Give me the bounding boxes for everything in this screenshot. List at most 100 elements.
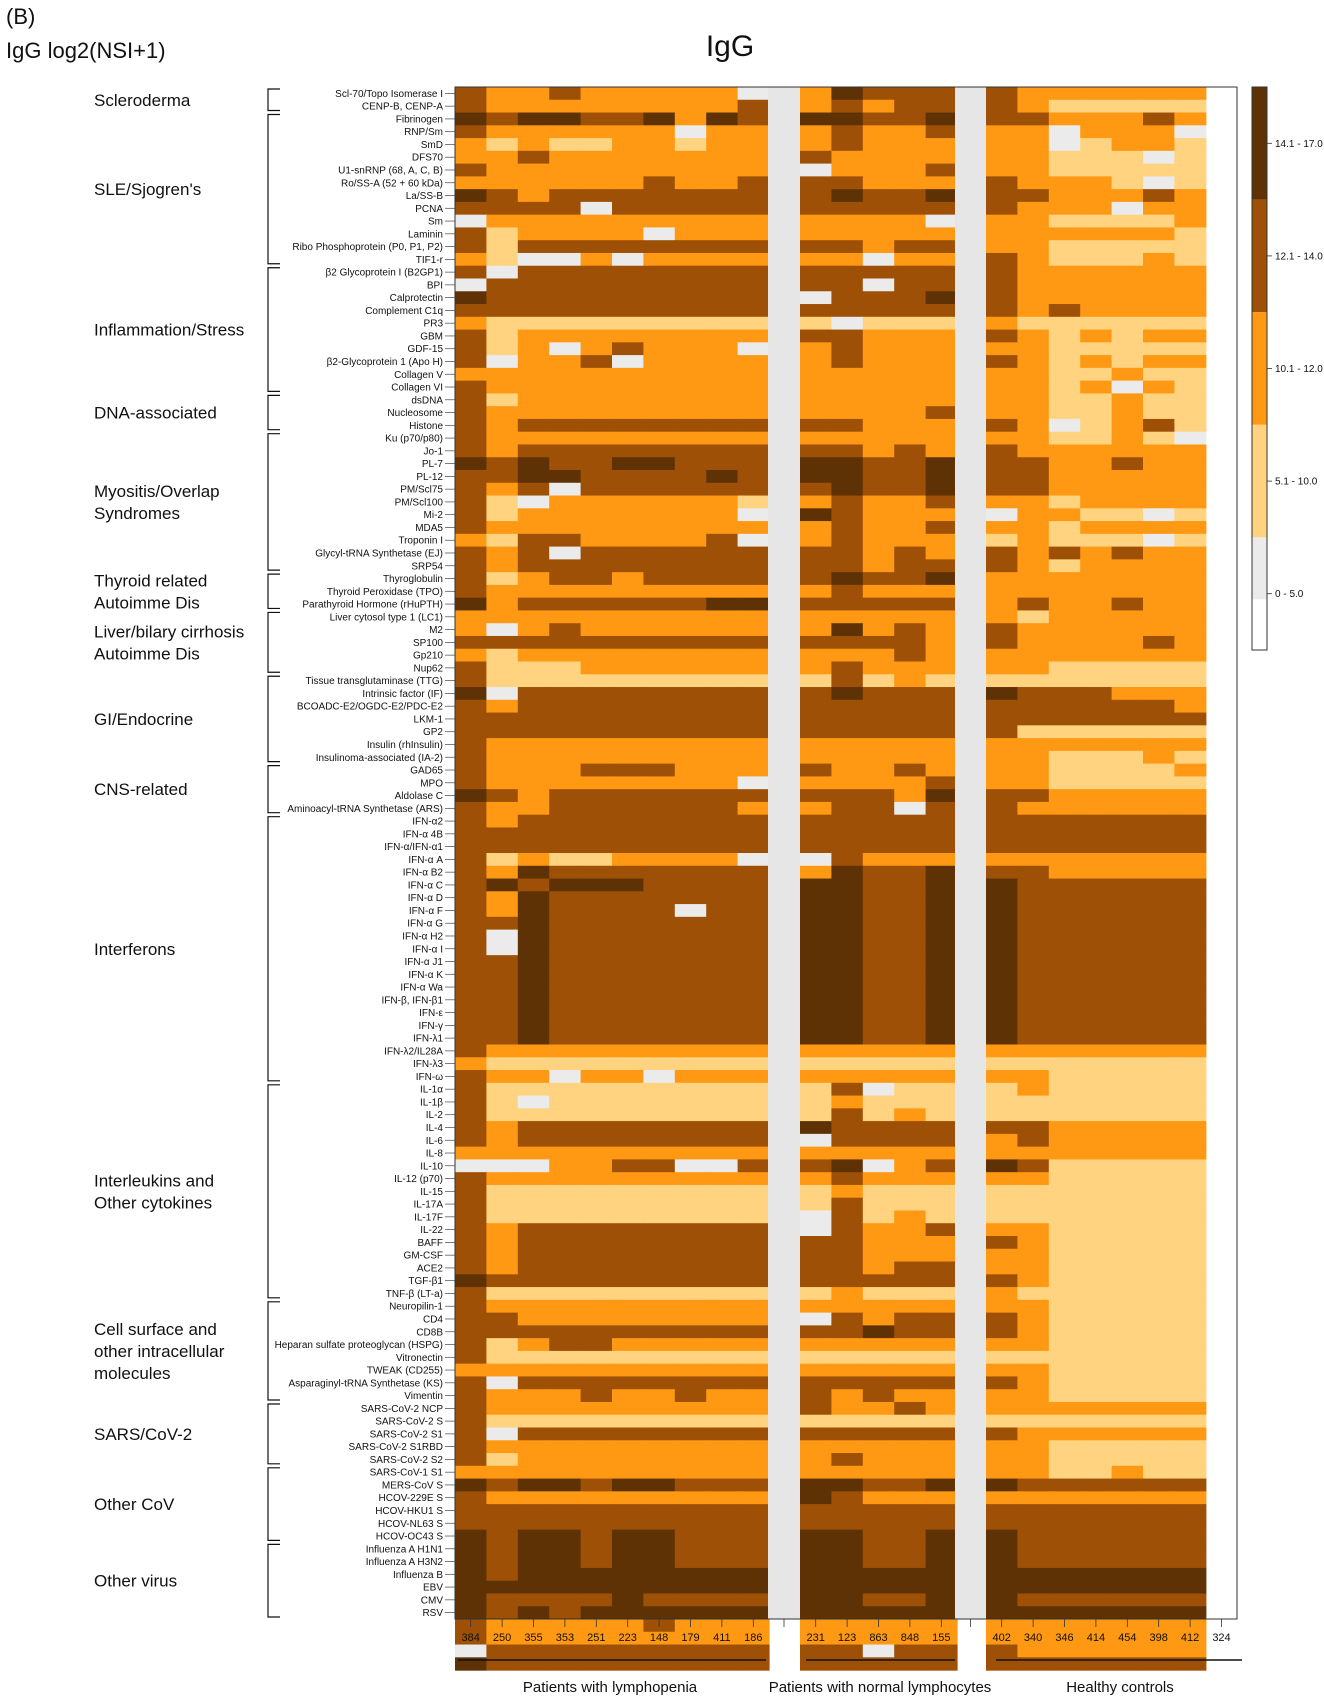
heatmap-cell xyxy=(925,1644,958,1658)
heatmap-cell xyxy=(455,699,487,714)
heatmap-cell xyxy=(894,1606,927,1620)
heatmap-cell xyxy=(1143,1223,1175,1237)
heatmap-cell xyxy=(862,470,895,484)
row-label: SARS-CoV-2 S xyxy=(375,1417,443,1428)
heatmap-cell xyxy=(1048,738,1081,752)
heatmap-cell xyxy=(1174,763,1207,777)
heatmap-cell xyxy=(737,201,770,216)
heatmap-cell xyxy=(894,342,927,356)
heatmap-cell xyxy=(862,1197,895,1212)
heatmap-cell xyxy=(831,674,864,688)
heatmap-cell xyxy=(925,1197,958,1212)
heatmap-cell xyxy=(894,878,927,892)
heatmap-cell xyxy=(486,1363,519,1378)
heatmap-cell xyxy=(612,1057,644,1071)
heatmap-cell xyxy=(706,955,739,969)
heatmap-cell xyxy=(862,1414,895,1429)
heatmap-cell xyxy=(643,699,676,714)
heatmap-cell xyxy=(1048,1414,1081,1429)
heatmap-cell xyxy=(612,1236,644,1250)
heatmap-cell xyxy=(1111,1644,1144,1658)
heatmap-cell xyxy=(549,980,582,995)
heatmap-cell xyxy=(549,904,582,918)
heatmap-cell xyxy=(1080,355,1113,369)
heatmap-cell xyxy=(486,87,519,101)
heatmap-cell xyxy=(706,1606,739,1620)
heatmap-cell xyxy=(894,1057,927,1071)
heatmap-cell xyxy=(643,252,676,267)
row-label: Sm xyxy=(428,217,443,228)
heatmap-cell xyxy=(1080,1312,1113,1326)
heatmap-cell xyxy=(1111,521,1144,535)
heatmap-cell xyxy=(862,1312,895,1326)
legend-label: 5.1 - 10.0 xyxy=(1275,477,1318,488)
heatmap-cell xyxy=(674,763,707,777)
heatmap-cell xyxy=(643,687,676,701)
row-label: Liver cytosol type 1 (LC1) xyxy=(330,612,443,623)
heatmap-cell xyxy=(894,789,927,803)
heatmap-cell xyxy=(1143,482,1175,497)
heatmap-cell xyxy=(1143,623,1175,637)
heatmap-cell xyxy=(1174,214,1207,229)
heatmap-cell xyxy=(894,278,927,292)
heatmap-cell xyxy=(925,1274,958,1288)
heatmap-cell xyxy=(894,725,927,739)
heatmap-cell xyxy=(517,1121,550,1135)
heatmap-cell xyxy=(486,1223,519,1237)
heatmap-cell xyxy=(1143,1006,1175,1020)
heatmap-cell xyxy=(549,470,582,484)
heatmap-cell xyxy=(986,265,1018,280)
heatmap-cell xyxy=(706,482,739,497)
heatmap-cell xyxy=(1143,891,1175,905)
heatmap-cell xyxy=(862,1261,895,1275)
column-label: 250 xyxy=(493,1632,511,1644)
heatmap-cell xyxy=(674,533,707,548)
heatmap-cell xyxy=(1174,1401,1207,1416)
heatmap-cell xyxy=(800,1440,832,1454)
heatmap-cell xyxy=(800,750,832,765)
heatmap-cell xyxy=(894,508,927,522)
heatmap-cell xyxy=(706,1159,739,1173)
heatmap-cell xyxy=(455,776,487,790)
heatmap-cell xyxy=(986,240,1018,254)
heatmap-cell xyxy=(486,163,519,177)
heatmap-cell xyxy=(800,1465,832,1480)
heatmap-cell xyxy=(674,252,707,267)
heatmap-cell xyxy=(925,1363,958,1378)
heatmap-cell xyxy=(737,853,770,867)
heatmap-cell xyxy=(1111,431,1144,446)
heatmap-cell xyxy=(737,444,770,458)
heatmap-cell xyxy=(986,87,1018,101)
heatmap-cell xyxy=(643,1644,676,1658)
heatmap-cell xyxy=(612,584,644,599)
row-label: Vitronectin xyxy=(396,1353,443,1364)
heatmap-cell xyxy=(1080,1465,1113,1480)
heatmap-cell xyxy=(986,814,1018,829)
heatmap-cell xyxy=(643,406,676,420)
heatmap-cell xyxy=(894,1223,927,1237)
heatmap-cell xyxy=(986,878,1018,892)
heatmap-cell xyxy=(674,776,707,790)
heatmap-cell xyxy=(612,240,644,254)
heatmap-cell xyxy=(580,1223,613,1237)
heatmap-cell xyxy=(800,840,832,854)
heatmap-cell xyxy=(1017,559,1050,573)
heatmap-cell xyxy=(517,993,550,1007)
heatmap-cell xyxy=(894,763,927,777)
heatmap-cell xyxy=(706,1018,739,1033)
heatmap-cell xyxy=(549,214,582,229)
heatmap-cell xyxy=(1080,227,1113,241)
heatmap-cell xyxy=(643,1580,676,1595)
heatmap-cell xyxy=(706,1299,739,1314)
heatmap-cell xyxy=(986,1478,1018,1492)
heatmap-cell xyxy=(580,1453,613,1467)
heatmap-cell xyxy=(612,265,644,280)
heatmap-cell xyxy=(986,546,1018,560)
heatmap-cell xyxy=(986,252,1018,267)
heatmap-cell xyxy=(737,112,770,126)
heatmap-cell xyxy=(894,865,927,880)
heatmap-cell xyxy=(737,138,770,152)
heatmap-cell xyxy=(1080,1274,1113,1288)
heatmap-cell xyxy=(737,265,770,280)
heatmap-cell xyxy=(486,635,519,650)
